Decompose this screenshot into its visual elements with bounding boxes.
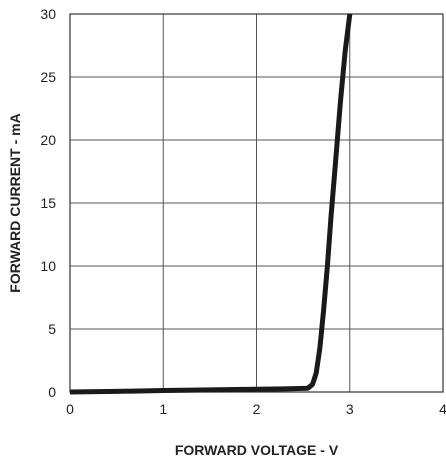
y-tick-label: 10	[40, 258, 56, 274]
y-tick-label: 0	[48, 384, 56, 400]
y-tick-label: 25	[40, 69, 56, 85]
x-tick-labels: 0 1 2 3 4	[66, 401, 446, 417]
x-tick-label: 4	[439, 401, 446, 417]
y-axis-label: FORWARD CURRENT - mA	[7, 113, 23, 292]
y-tick-label: 30	[40, 6, 56, 22]
x-tick-label: 1	[159, 401, 167, 417]
x-axis-label: FORWARD VOLTAGE - V	[175, 442, 339, 458]
grid-lines	[70, 14, 443, 392]
series-line	[69, 13, 353, 395]
y-tick-label: 15	[40, 195, 56, 211]
x-tick-label: 2	[253, 401, 261, 417]
plot-frame	[69, 13, 444, 393]
x-tick-label: 3	[346, 401, 354, 417]
y-tick-label: 5	[48, 321, 56, 337]
y-tick-label: 20	[40, 132, 56, 148]
x-tick-label: 0	[66, 401, 74, 417]
y-tick-labels: 0 5 10 15 20 25 30	[40, 6, 56, 400]
